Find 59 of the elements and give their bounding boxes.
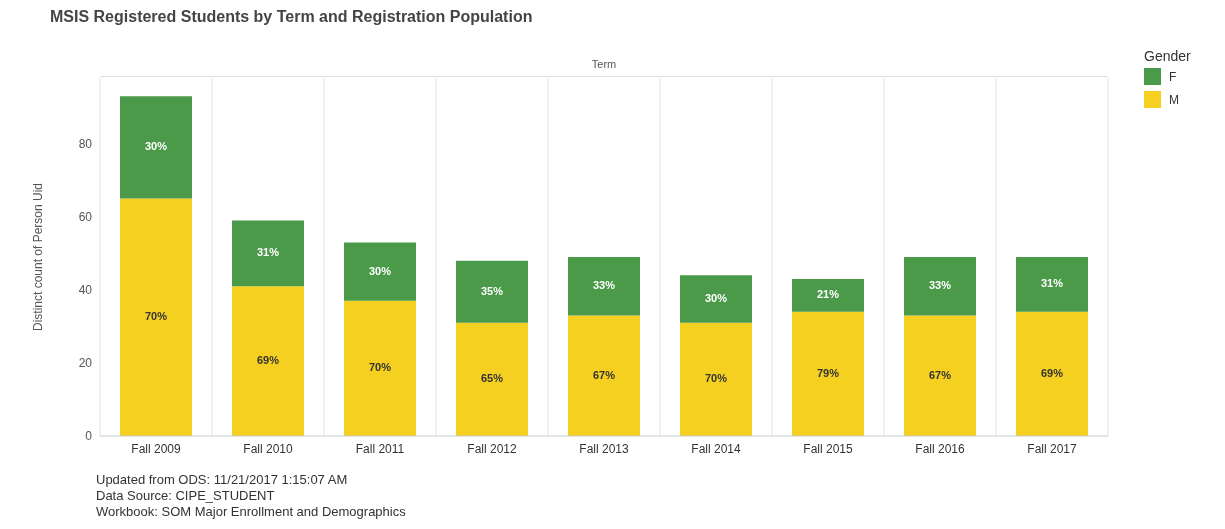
bar [1016,311,1088,436]
bar [680,275,752,323]
bar [120,198,192,436]
annotation: 33% [592,279,616,292]
bar [792,311,864,436]
x-axis-title: Term [100,52,1108,77]
annotation: 67% [592,368,616,381]
x-tick-label: Fall 2011 [355,441,405,456]
bar [680,322,752,436]
y-tick-label: 40 [78,283,93,298]
annotation: 79% [816,366,840,379]
chart-title: MSIS Registered Students by Term and Registration Population [50,8,534,26]
annotation: 65% [480,372,504,385]
bar [456,322,528,436]
bar [568,315,640,436]
annotation: 31% [1040,277,1064,290]
annotation: 30% [144,140,168,153]
annotation: 30% [704,291,728,304]
x-tick-label: Fall 2009 [131,441,181,456]
bar [568,257,640,316]
y-axis-title: Distinct count of Person Uid [31,182,46,332]
annotation: 21% [816,288,840,301]
text: Workbook: SOM Major Enrollment and Demographics [96,504,407,520]
bar [232,220,304,287]
bar [344,300,416,436]
bar [344,242,416,301]
source-note: Data Source: CIPE_STUDENT [96,488,276,504]
annotation: 35% [480,284,504,297]
x-tick-label: Fall 2010 [243,441,293,456]
annotation: 70% [368,361,392,374]
y-tick-label: 20 [78,356,93,371]
bar [904,315,976,436]
annotation: 70% [704,372,728,385]
annotation: 33% [928,279,952,292]
annotation: 69% [1040,366,1064,379]
bar [232,286,304,436]
x-tick-label: Fall 2016 [915,441,965,456]
x-tick-label: Fall 2012 [467,441,517,456]
x-tick-label: Fall 2013 [579,441,629,456]
y-tick-label: 80 [78,137,93,152]
annotation: 31% [256,246,280,259]
bar [904,257,976,316]
legend-title: Gender [1144,48,1191,64]
legend-label: F [1169,69,1177,84]
y-tick-label: 60 [78,210,93,225]
bar [792,278,864,312]
bar [456,260,528,323]
text: Updated from ODS: 11/21/2017 1:15:07 AM [96,472,349,488]
annotation: 30% [368,264,392,277]
annotation: 67% [928,368,952,381]
legend-label: M [1169,92,1179,107]
annotation: 70% [144,310,168,323]
y-tick-label: 0 [85,429,93,444]
x-tick-label: Fall 2014 [691,441,741,456]
annotation: 69% [256,354,280,367]
x-tick-label: Fall 2017 [1027,441,1077,456]
bar [1016,257,1088,312]
x-tick-label: Fall 2015 [803,441,853,456]
bar [120,96,192,199]
